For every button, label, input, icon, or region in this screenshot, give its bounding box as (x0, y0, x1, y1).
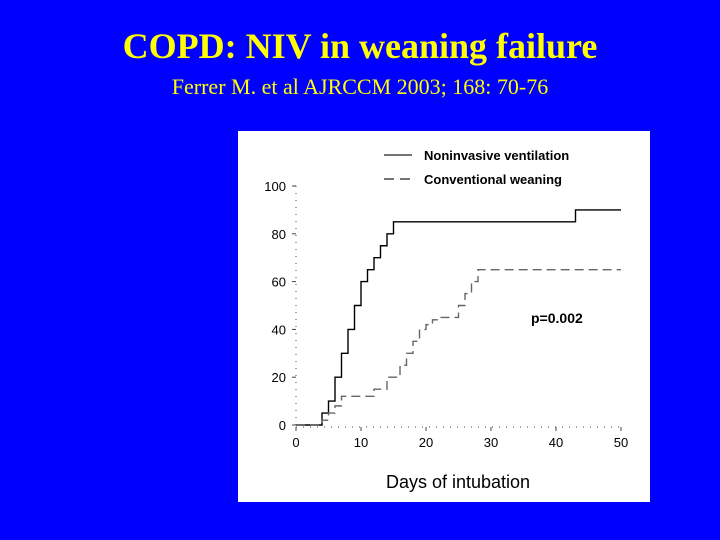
x-tick-label: 50 (614, 435, 628, 450)
slide-subtitle: Ferrer M. et al AJRCCM 2003; 168: 70-76 (171, 74, 549, 99)
series-line-noninvasive-ventilation (296, 209, 621, 426)
series-line-conventional-weaning (296, 268, 621, 426)
y-tick-label: 20 (272, 370, 286, 385)
x-tick-label: 0 (292, 435, 299, 450)
legend-label: Conventional weaning (424, 172, 562, 187)
legend-label: Noninvasive ventilation (424, 148, 569, 163)
y-tick-label: 60 (272, 275, 286, 290)
slide-title: COPD: NIV in weaning failure (122, 26, 598, 66)
x-axis-label: Days of intubation (386, 472, 530, 492)
y-tick-label: 100 (264, 179, 286, 194)
y-tick-label: 0 (279, 418, 286, 433)
chart-axes: 0 20 40 60 80 100 0 10 20 30 40 50 (264, 179, 628, 450)
p-value-annotation: p=0.002 (531, 310, 583, 326)
chart-legend: Noninvasive ventilation Conventional wean… (384, 148, 569, 187)
chart-svg: 0 20 40 60 80 100 0 10 20 30 40 50 Noninvasive vent… (264, 148, 628, 492)
y-tick-label: 80 (272, 227, 286, 242)
x-tick-label: 10 (354, 435, 368, 450)
x-tick-label: 30 (484, 435, 498, 450)
survival-chart-figure: 0 20 40 60 80 100 0 10 20 30 40 50 Noninvasive vent… (238, 131, 650, 502)
y-tick-label: 40 (272, 322, 286, 337)
x-tick-label: 40 (549, 435, 563, 450)
x-tick-label: 20 (419, 435, 433, 450)
chart-series-layer (296, 209, 621, 426)
